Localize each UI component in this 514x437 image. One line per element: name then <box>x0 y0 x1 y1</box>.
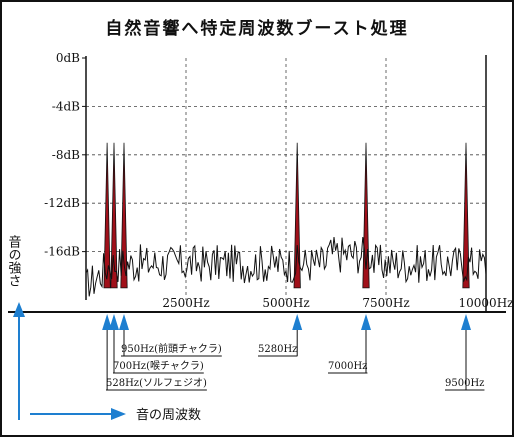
marker-arrow-700 <box>109 314 119 330</box>
y-tick-label: -4dB <box>52 99 80 113</box>
peak-528 <box>103 142 111 289</box>
annotation-label-528: 528Hz(ソルフェジオ) <box>106 377 207 389</box>
y-axis-arrow-head <box>13 302 25 317</box>
peak-700 <box>110 142 118 289</box>
spectrum-series <box>85 236 487 297</box>
frequency-markers <box>102 314 471 330</box>
y-tick-label: -16dB <box>44 245 80 259</box>
x-axis-label-group: 音の周波数 <box>30 407 201 423</box>
marker-arrow-9500 <box>461 314 471 330</box>
annotation-label-9500: 9500Hz <box>445 378 484 389</box>
marker-arrow-5280 <box>292 314 303 330</box>
annotations: 950Hz(前頭チャクラ) 700Hz(喉チャクラ) 528Hz(ソルフェジオ) 52… <box>106 330 485 391</box>
annotation-label-7000: 7000Hz <box>328 361 367 372</box>
annotation-label-5280: 5280Hz <box>258 344 297 355</box>
marker-arrow-528 <box>102 314 113 330</box>
grid-lines <box>86 58 486 300</box>
y-tick-label: -12dB <box>44 196 80 210</box>
x-tick-label: 10000Hz <box>459 296 514 310</box>
axes <box>8 55 506 313</box>
y-tick-labels: 0dB -4dB -8dB -12dB -16dB <box>44 51 80 259</box>
x-tick-labels: 2500Hz 5000Hz 7500Hz 10000Hz <box>162 296 513 310</box>
y-axis-label: 音の強さ <box>6 234 22 287</box>
x-tick-label: 5000Hz <box>262 296 309 310</box>
y-tick-label: 0dB <box>56 51 80 65</box>
peak-5280 <box>293 142 301 289</box>
y-tick-label: -8dB <box>52 148 80 162</box>
noise-spectrum-line <box>85 236 487 297</box>
chart-title: 自然音響へ特定周波数ブースト処理 <box>105 18 408 39</box>
y-axis-label-group: 音の強さ <box>6 234 25 420</box>
x-axis-label: 音の周波数 <box>136 407 201 423</box>
annotation-label-700: 700Hz(喉チャクラ) <box>113 360 204 372</box>
x-tick-label: 7500Hz <box>362 296 409 310</box>
annotation-label-950: 950Hz(前頭チャクラ) <box>121 342 222 355</box>
marker-arrow-7000 <box>361 314 371 330</box>
x-tick-label: 2500Hz <box>162 296 209 310</box>
x-axis-arrow-head <box>111 408 126 420</box>
peak-9500 <box>462 142 470 289</box>
marker-arrow-950 <box>119 314 129 330</box>
